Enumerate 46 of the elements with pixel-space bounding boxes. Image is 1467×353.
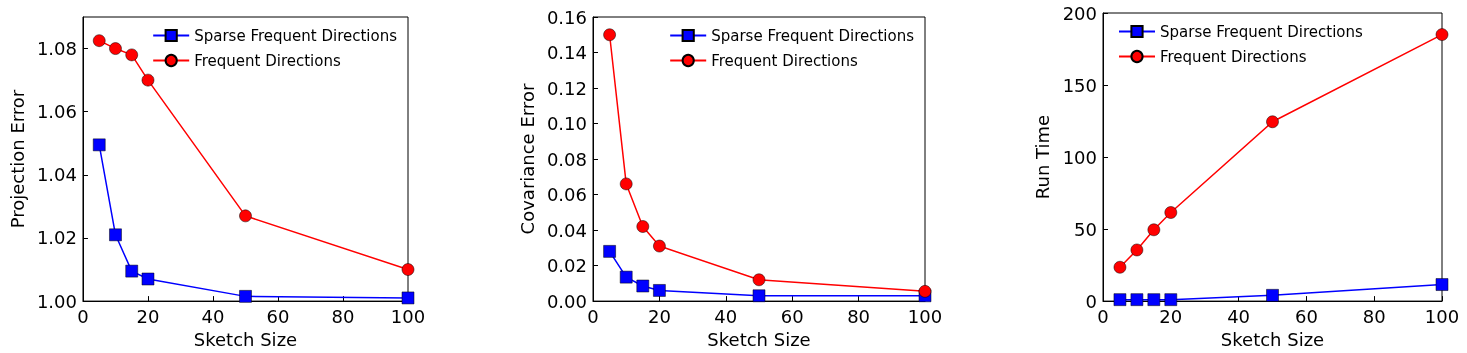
legend-label: Frequent Directions bbox=[194, 51, 341, 70]
y-tick-label: 0.00 bbox=[546, 290, 587, 312]
y-axis-title: Projection Error bbox=[6, 89, 28, 229]
y-tick-label: 1.04 bbox=[36, 164, 77, 186]
x-tick-label: 40 bbox=[1227, 305, 1251, 327]
x-tick-label: 60 bbox=[780, 305, 804, 327]
x-axis-title: Sketch Size bbox=[1220, 328, 1325, 350]
x-tick-label: 60 bbox=[266, 305, 290, 327]
x-axis-title: Sketch Size bbox=[707, 328, 811, 350]
x-tick-label: 20 bbox=[136, 305, 160, 327]
x-tick-label: 60 bbox=[1294, 305, 1318, 327]
y-tick-label: 0.08 bbox=[546, 148, 587, 170]
y-tick-label: 1.00 bbox=[36, 290, 77, 312]
legend-label: Frequent Directions bbox=[1160, 47, 1307, 66]
x-tick-label: 100 bbox=[907, 305, 943, 327]
x-tick-label: 80 bbox=[1362, 305, 1386, 327]
legend-label: Frequent Directions bbox=[711, 51, 858, 70]
x-axis-title: Sketch Size bbox=[193, 328, 298, 350]
x-tick-label: 80 bbox=[331, 305, 355, 327]
y-axis-title: Covariance Error bbox=[516, 83, 538, 235]
y-tick-label: 0.02 bbox=[546, 255, 587, 277]
x-tick-label: 100 bbox=[390, 305, 426, 327]
y-tick-label: 1.06 bbox=[36, 101, 77, 123]
y-axis-title: Run Time bbox=[1031, 114, 1053, 200]
x-tick-label: 100 bbox=[1424, 305, 1460, 327]
y-tick-label: 0.14 bbox=[546, 42, 587, 64]
x-tick-label: 20 bbox=[647, 305, 671, 327]
y-tick-label: 0.10 bbox=[546, 113, 587, 135]
x-tick-label: 40 bbox=[714, 305, 738, 327]
y-tick-label: 1.08 bbox=[36, 38, 77, 60]
x-tick-label: 20 bbox=[1159, 305, 1183, 327]
y-tick-label: 50 bbox=[1074, 218, 1097, 240]
y-tick-label: 0.06 bbox=[546, 184, 587, 206]
legend-label: Sparse Frequent Directions bbox=[194, 26, 398, 45]
y-tick-label: 0.16 bbox=[546, 6, 587, 28]
y-tick-label: 150 bbox=[1062, 74, 1097, 96]
legend-label: Sparse Frequent Directions bbox=[1160, 22, 1363, 41]
y-tick-label: 100 bbox=[1062, 146, 1097, 168]
y-tick-label: 1.02 bbox=[36, 227, 77, 249]
x-tick-label: 80 bbox=[847, 305, 871, 327]
y-tick-label: 0.12 bbox=[546, 77, 587, 99]
y-tick-label: 0.04 bbox=[546, 219, 587, 241]
y-tick-label: 200 bbox=[1062, 2, 1097, 24]
legend-label: Sparse Frequent Directions bbox=[711, 26, 915, 45]
y-tick-label: 0 bbox=[1085, 290, 1097, 312]
x-tick-label: 40 bbox=[201, 305, 225, 327]
